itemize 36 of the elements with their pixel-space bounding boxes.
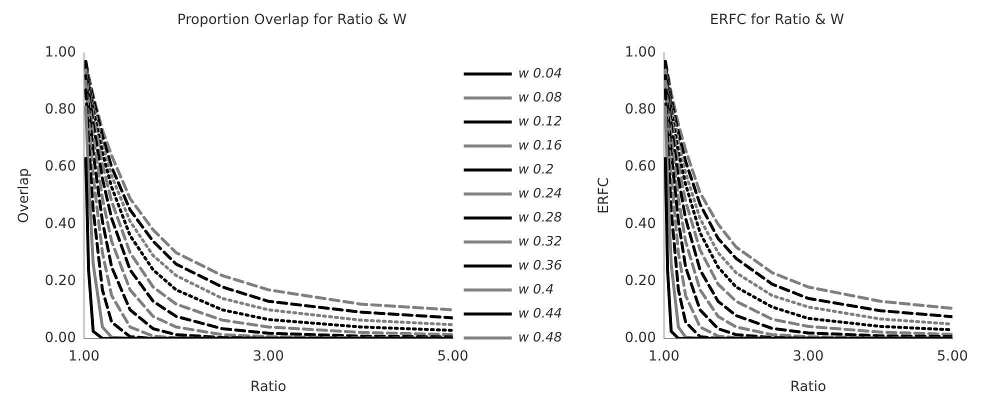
x-tick-label: 3.00 xyxy=(252,348,284,364)
x-tick-label: 5.00 xyxy=(936,348,968,364)
x-tick-label: 1.00 xyxy=(648,348,680,364)
legend-label: w 0.12 xyxy=(518,114,562,130)
y-tick-label: 0.60 xyxy=(44,158,76,175)
y-tick-label: 0.80 xyxy=(624,102,656,118)
legend-label: w 0.44 xyxy=(518,306,562,322)
y-tick-label: 0.60 xyxy=(624,158,656,175)
legend-label: w 0.04 xyxy=(518,66,562,82)
x-tick-label: 5.00 xyxy=(437,348,468,364)
y-axis-title: Overlap xyxy=(16,168,32,224)
y-tick-label: 0.20 xyxy=(44,272,76,289)
x-axis-title: Ratio xyxy=(790,379,826,396)
y-tick-label: 0.40 xyxy=(624,216,656,232)
y-tick-label: 0.20 xyxy=(624,272,656,289)
legend-label: w 0.32 xyxy=(518,234,562,250)
legend-label: w 0.24 xyxy=(518,186,562,202)
legend-label: w 0.28 xyxy=(518,210,562,226)
chart-title: Proportion Overlap for Ratio & W xyxy=(177,12,407,28)
legend-label: w 0.36 xyxy=(518,258,562,274)
y-tick-label: 0.40 xyxy=(44,216,76,232)
x-tick-label: 1.00 xyxy=(68,348,100,364)
legend-label: w 0.08 xyxy=(518,90,562,106)
x-axis-title: Ratio xyxy=(250,379,286,396)
x-tick-label: 3.00 xyxy=(792,348,824,364)
legend-label: w 0.4 xyxy=(518,282,554,298)
y-tick-label: 0.80 xyxy=(44,102,76,118)
legend-label: w 0.2 xyxy=(518,162,554,178)
y-tick-label: 0.00 xyxy=(624,330,656,346)
y-tick-label: 1.00 xyxy=(624,44,656,60)
y-axis-title: ERFC xyxy=(596,177,612,214)
y-tick-label: 1.00 xyxy=(44,44,76,60)
y-tick-label: 0.00 xyxy=(44,330,76,346)
legend-label: w 0.16 xyxy=(518,138,562,154)
legend-label: w 0.48 xyxy=(518,330,562,346)
chart-title: ERFC for Ratio & W xyxy=(710,12,844,28)
